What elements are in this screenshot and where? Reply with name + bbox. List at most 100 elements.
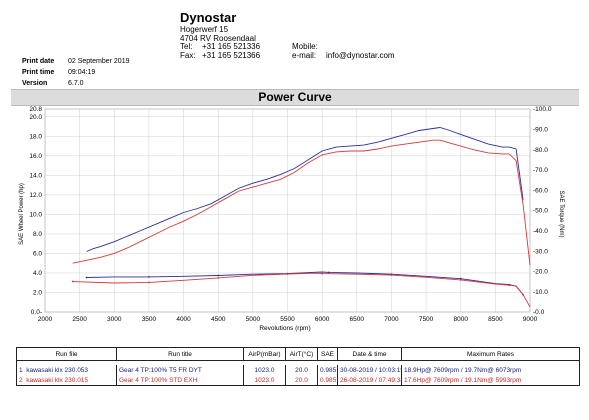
y-tick-label: 20.0 bbox=[29, 114, 42, 121]
row-file: 1 kawasaki klx 230.053 bbox=[16, 365, 117, 375]
row-num: 2 bbox=[19, 376, 23, 384]
x-tick-label: 6000 bbox=[315, 316, 330, 323]
x-tick-label: 7500 bbox=[419, 316, 434, 323]
y-tick-label: 4.0 bbox=[33, 270, 42, 277]
x-tick-label: 8500 bbox=[488, 316, 503, 323]
row-airt: 20.0 bbox=[285, 365, 318, 375]
header-airp: AirP(mBar) bbox=[243, 347, 286, 361]
data-point bbox=[148, 281, 150, 284]
header-run-file: Run file bbox=[16, 347, 117, 361]
right-y-tick-label: -20.0 bbox=[533, 269, 548, 276]
version-label: Version bbox=[22, 80, 48, 87]
data-point bbox=[508, 284, 511, 287]
company-header: Dynostar Hogerwerf 15 4704 RV Roosendaal… bbox=[180, 10, 395, 60]
right-y-tick-label: -60.0 bbox=[533, 187, 548, 194]
data-point bbox=[85, 276, 88, 279]
print-date-value: 02 September 2019 bbox=[68, 58, 130, 65]
version-value: 6.7.0 bbox=[68, 80, 84, 87]
y-tick-label: 12.0 bbox=[29, 192, 42, 199]
header-airt: AirT(°C) bbox=[285, 347, 318, 361]
y-tick-label: 0.0- bbox=[31, 309, 42, 316]
header-datetime: Date & time bbox=[337, 347, 402, 361]
fax-label: Fax: bbox=[180, 50, 196, 60]
tel-label: Tel: bbox=[180, 42, 193, 51]
x-tick-label: 5000 bbox=[246, 316, 261, 323]
right-y-axis-label: SAE Torque (Nm) bbox=[558, 191, 564, 238]
x-tick-label: 9000 bbox=[523, 316, 538, 323]
data-point bbox=[522, 293, 524, 296]
row-title: Gear 4 TP:100% STD EXH bbox=[116, 375, 244, 386]
row-file: 2 kawasaki klx 230.015 bbox=[16, 375, 117, 386]
right-y-ticks: -0.0 -10.0 -20.0 -30.0 -40.0 -50.0 -60.0 -70.0 -… bbox=[533, 106, 552, 316]
data-point bbox=[321, 272, 324, 275]
data-point bbox=[148, 275, 150, 278]
right-y-tick-label: -50.0 bbox=[533, 208, 548, 215]
x-tick-label: 6500 bbox=[350, 316, 365, 323]
right-y-tick-label: -30.0 bbox=[533, 248, 548, 255]
y-tick-label: 8.0 bbox=[33, 231, 42, 238]
data-point bbox=[390, 274, 393, 276]
right-y-tick-label: -90.0 bbox=[533, 127, 548, 134]
table-row: 2 kawasaki klx 230.015 Gear 4 TP:100% ST… bbox=[16, 375, 580, 386]
fax-row: Fax: +31 165 521366 e-mail: info@dynostar.c… bbox=[180, 50, 395, 61]
data-point bbox=[459, 279, 462, 281]
row-datetime: 30-08-2019 / 10:03:19 bbox=[337, 365, 402, 375]
series-power-run-1 bbox=[86, 127, 524, 252]
row-file-name: kawasaki klx 230.015 bbox=[26, 376, 89, 384]
x-axis-label: Revolutions (rpm) bbox=[259, 325, 310, 332]
print-meta: Print date 02 September 2019 Print time 09… bbox=[22, 56, 130, 89]
x-tick-label: 3000 bbox=[107, 316, 122, 323]
x-ticks: 2000 2500 3000 3500 4000 4500 5000 5500 6000 6500… bbox=[38, 316, 538, 323]
tel-row: Tel: +31 165 521336 Mobile: bbox=[180, 42, 395, 52]
row-max: 18.9Hp@ 7609rpm / 19.7Nm@ 6073rpm bbox=[401, 365, 580, 375]
row-sae: 0.985 bbox=[317, 375, 338, 386]
right-y-tick-label: -80.0 bbox=[533, 147, 548, 154]
y-tick-label: 2.0 bbox=[33, 290, 42, 297]
right-y-tick-label: -0.0 bbox=[533, 309, 545, 316]
right-y-tick-label: -100.0 bbox=[533, 106, 552, 113]
fax-value: +31 165 521366 bbox=[202, 50, 261, 60]
x-tick-label: 4500 bbox=[211, 316, 226, 323]
x-tick-label: 2500 bbox=[72, 316, 87, 323]
x-tick-label: 2000 bbox=[38, 316, 53, 323]
chart-grid bbox=[44, 108, 531, 313]
email-value: info@dynostar.com bbox=[326, 50, 395, 60]
address-line-2: 4704 RV Roosendaal bbox=[180, 33, 256, 43]
series-power-run-2 bbox=[72, 139, 531, 266]
row-airp: 1023.0 bbox=[243, 365, 286, 375]
right-y-tick-label: -10.0 bbox=[533, 289, 548, 296]
y-tick-label: 14.0 bbox=[29, 173, 42, 180]
row-file-name: kawasaki klx 230.053 bbox=[26, 366, 89, 374]
header-run-title: Run title bbox=[116, 347, 244, 361]
table-header-row: Run file Run title AirP(mBar) AirT(°C) S… bbox=[16, 347, 580, 361]
data-point bbox=[217, 274, 220, 277]
row-sae: 0.985 bbox=[317, 365, 338, 375]
left-y-axis-label: SAE Wheel Power (hp) bbox=[19, 183, 25, 245]
x-tick-label: 5500 bbox=[280, 316, 295, 323]
row-max: 17.6Hp@ 7609rpm / 19.1Nm@ 5993rpm bbox=[401, 375, 580, 386]
tel-value: +31 165 521336 bbox=[202, 42, 261, 51]
series-torque-run-2 bbox=[72, 272, 531, 308]
row-datetime: 26-08-2019 / 07:49:34 bbox=[337, 375, 402, 386]
row-num: 1 bbox=[19, 366, 23, 374]
power-curve-chart: 0.0- 2.0 4.0 6.0 8.0 10.0 12.0 14.0 16.0 18.0 20.0… bbox=[19, 106, 564, 332]
data-point bbox=[286, 273, 289, 275]
data-point bbox=[71, 280, 74, 283]
row-title: Gear 4 TP:100% T5 FR DYT bbox=[116, 365, 244, 375]
row-airt: 20.0 bbox=[285, 375, 318, 386]
x-tick-label: 8000 bbox=[453, 316, 468, 323]
header-sae: SAE bbox=[317, 347, 338, 361]
y-tick-label: 18.0 bbox=[29, 134, 42, 141]
chart-series bbox=[71, 127, 531, 308]
y-tick-label: 6.0 bbox=[33, 251, 42, 258]
series-torque-run-1 bbox=[86, 271, 524, 295]
data-point bbox=[217, 276, 220, 279]
x-tick-label: 7000 bbox=[384, 316, 399, 323]
print-time-value: 09:04:19 bbox=[68, 69, 96, 76]
company-name: Dynostar bbox=[180, 10, 237, 25]
print-date-label: Print date bbox=[22, 58, 55, 65]
address-line-1: Hogerwerf 15 bbox=[180, 25, 229, 34]
mobile-label: Mobile: bbox=[292, 42, 318, 51]
print-time-label: Print time bbox=[22, 69, 55, 76]
y-tick-label: 16.0 bbox=[29, 153, 42, 160]
